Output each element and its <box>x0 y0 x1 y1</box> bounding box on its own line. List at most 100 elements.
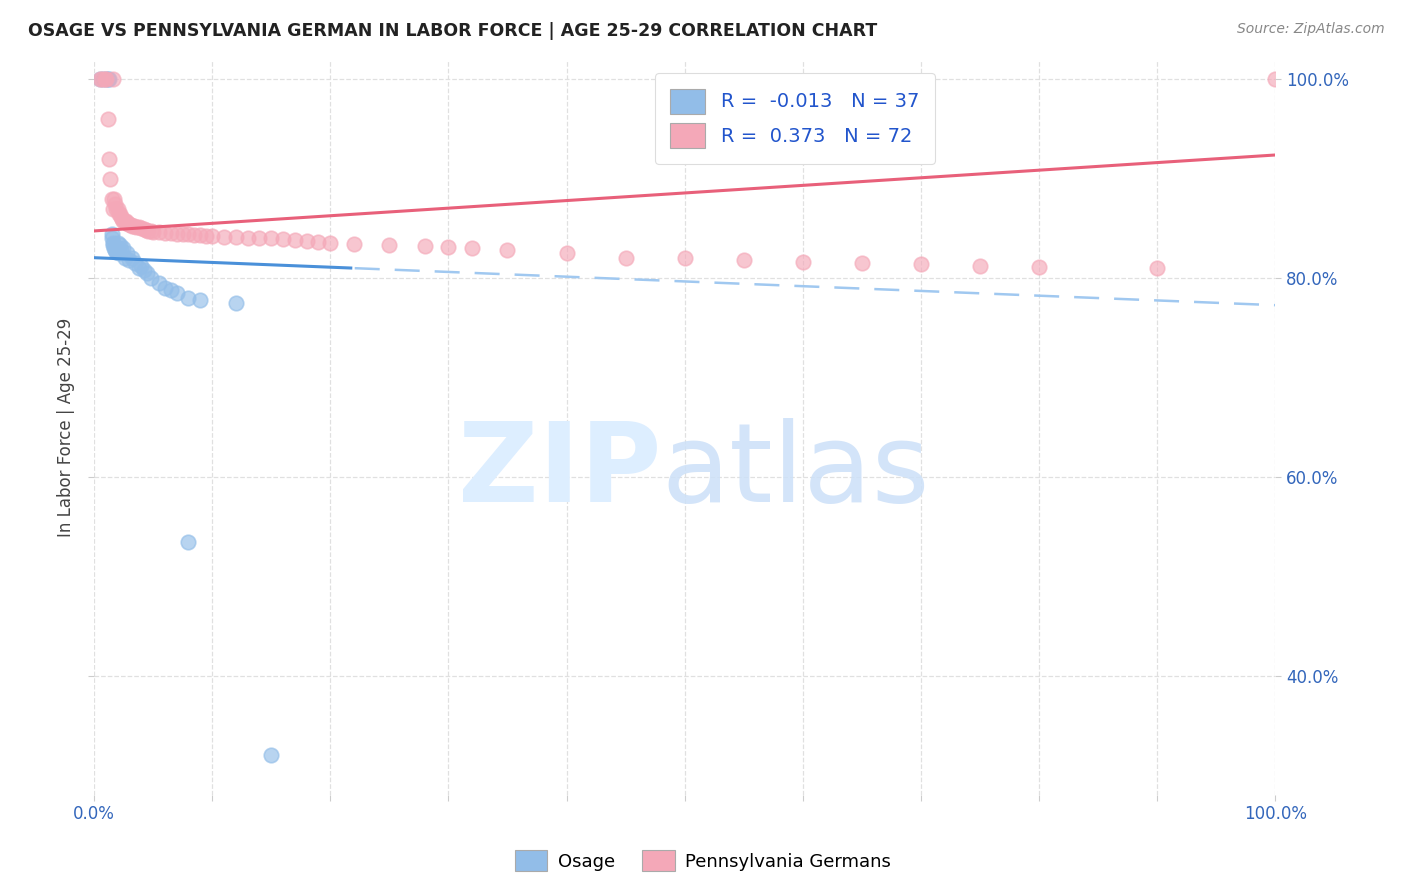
Point <box>93 72 115 87</box>
Point <box>271 232 294 246</box>
Point <box>118 217 141 231</box>
Point <box>100 172 122 186</box>
Point <box>851 256 873 270</box>
Point <box>120 218 142 232</box>
Point <box>114 213 136 227</box>
Point <box>100 192 122 206</box>
Legend: R =  -0.013   N = 37, R =  0.373   N = 72: R = -0.013 N = 37, R = 0.373 N = 72 <box>655 73 935 164</box>
Y-axis label: In Labor Force | Age 25-29: In Labor Force | Age 25-29 <box>58 318 75 537</box>
Point <box>148 277 170 291</box>
Point <box>792 255 814 269</box>
Point <box>969 260 991 274</box>
Point <box>110 210 132 224</box>
Point <box>114 252 136 266</box>
Point <box>225 229 247 244</box>
Point <box>115 246 138 260</box>
Point <box>108 238 131 252</box>
Point <box>105 245 128 260</box>
Point <box>103 242 125 256</box>
Point <box>118 253 141 268</box>
Legend: Osage, Pennsylvania Germans: Osage, Pennsylvania Germans <box>508 843 898 879</box>
Point <box>129 220 152 235</box>
Point <box>307 235 329 250</box>
Point <box>104 196 127 211</box>
Point <box>378 238 401 252</box>
Point <box>166 286 188 301</box>
Point <box>159 226 181 240</box>
Point <box>98 152 121 166</box>
Point <box>177 534 200 549</box>
Point <box>98 72 121 87</box>
Point <box>101 202 124 216</box>
Point <box>100 227 122 241</box>
Point <box>183 227 205 242</box>
Text: atlas: atlas <box>661 418 929 525</box>
Point <box>128 261 150 276</box>
Point <box>295 235 318 249</box>
Point <box>101 238 124 252</box>
Point <box>139 271 162 285</box>
Point <box>201 228 224 243</box>
Point <box>107 236 129 251</box>
Point <box>195 228 218 243</box>
Point <box>94 72 117 87</box>
Point <box>107 207 129 221</box>
Point <box>112 213 135 227</box>
Point <box>177 291 200 305</box>
Point <box>148 225 170 239</box>
Point <box>97 112 120 127</box>
Point <box>236 230 259 244</box>
Point <box>159 283 181 297</box>
Point <box>1028 260 1050 275</box>
Point <box>166 227 188 241</box>
Point <box>107 242 129 256</box>
Point <box>496 244 519 258</box>
Point <box>115 216 138 230</box>
Point <box>121 252 143 266</box>
Point <box>142 225 165 239</box>
Point <box>177 227 200 241</box>
Point <box>128 219 150 234</box>
Point <box>437 240 460 254</box>
Point <box>89 72 111 87</box>
Point <box>910 257 932 271</box>
Point <box>673 252 696 266</box>
Point <box>89 72 111 87</box>
Point <box>247 230 270 244</box>
Point <box>172 227 194 241</box>
Point <box>107 202 129 216</box>
Point <box>188 227 211 242</box>
Point <box>132 221 155 235</box>
Point <box>124 256 146 270</box>
Point <box>110 244 132 258</box>
Point <box>101 236 124 251</box>
Point <box>139 223 162 237</box>
Point <box>260 748 283 763</box>
Point <box>103 192 125 206</box>
Point <box>94 72 117 87</box>
Point <box>101 72 124 87</box>
Point <box>153 281 176 295</box>
Point <box>107 246 129 260</box>
Point <box>225 296 247 310</box>
Point <box>319 236 342 251</box>
Point <box>93 72 115 87</box>
Point <box>260 231 283 245</box>
Point <box>91 72 114 87</box>
Point <box>461 242 484 256</box>
Point <box>136 266 159 280</box>
Point <box>104 244 127 258</box>
Point <box>284 234 307 248</box>
Point <box>125 219 148 234</box>
Text: ZIP: ZIP <box>458 418 661 525</box>
Point <box>129 260 152 274</box>
Point <box>122 219 145 233</box>
Point <box>114 213 136 227</box>
Point <box>153 226 176 240</box>
Point <box>188 293 211 307</box>
Point <box>212 229 235 244</box>
Point <box>343 237 366 252</box>
Point <box>614 252 637 266</box>
Point <box>108 207 131 221</box>
Point <box>97 72 120 87</box>
